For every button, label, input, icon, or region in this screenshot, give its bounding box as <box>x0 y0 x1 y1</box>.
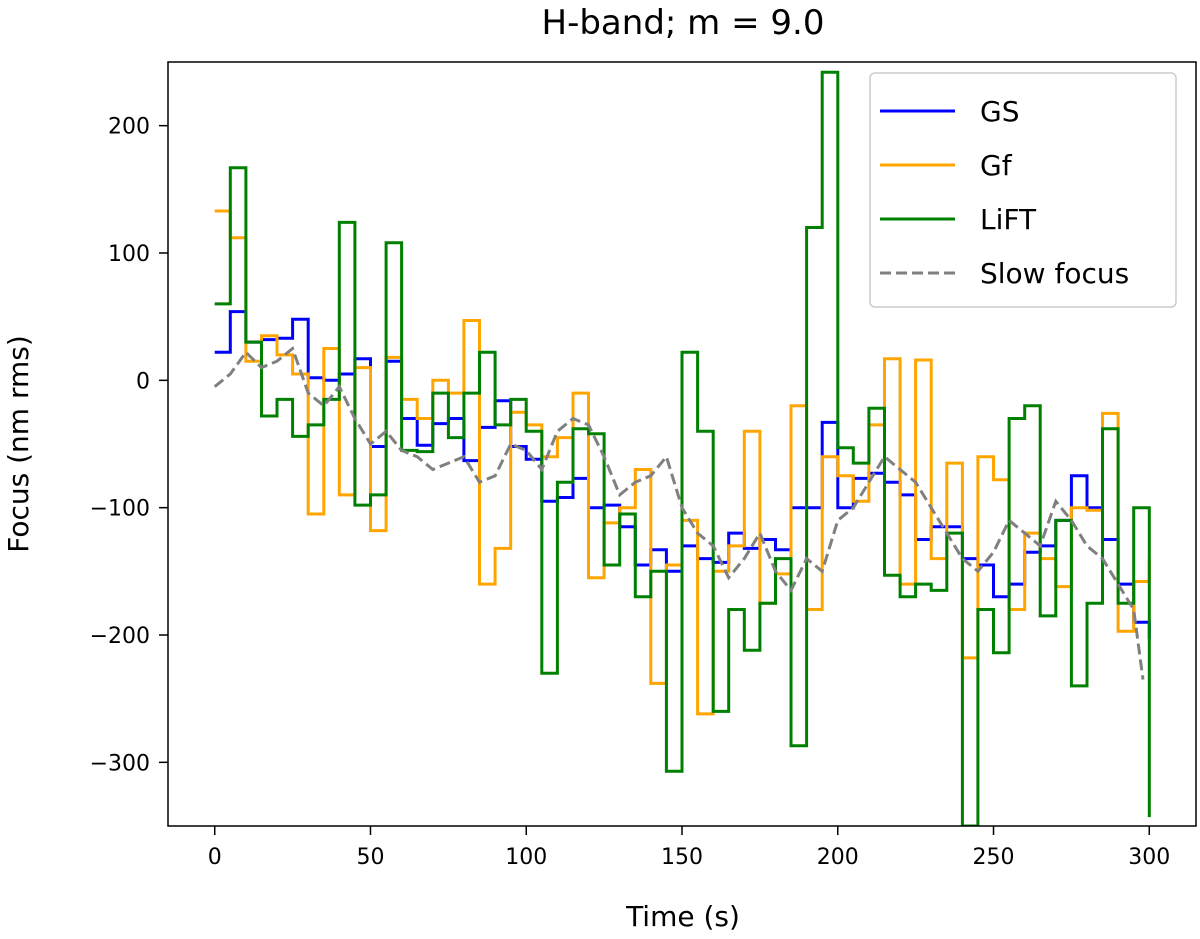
legend-label: Slow focus <box>980 257 1129 290</box>
x-tick-label: 200 <box>817 845 859 870</box>
y-tick-label: 100 <box>108 242 150 267</box>
x-tick-label: 100 <box>505 845 547 870</box>
x-axis-ticks: 0 50 100 150 200 250 300 <box>208 826 1170 870</box>
x-tick-label: 50 <box>356 845 384 870</box>
chart-title: H-band; m = 9.0 <box>542 3 825 43</box>
y-tick-label: −200 <box>90 624 150 649</box>
x-tick-label: 150 <box>661 845 703 870</box>
legend-label: GS <box>980 95 1019 128</box>
x-tick-label: 300 <box>1128 845 1170 870</box>
y-tick-label: −300 <box>90 751 150 776</box>
legend-box <box>869 72 1177 308</box>
series-layer <box>213 70 1151 826</box>
y-axis-ticks: −300 −200 −100 0 100 200 <box>90 115 168 776</box>
x-axis-label: Time (s) <box>625 900 740 933</box>
x-tick-label: 250 <box>973 845 1015 870</box>
y-tick-label: −100 <box>90 497 150 522</box>
y-tick-label: 200 <box>108 115 150 140</box>
y-axis-label: Focus (nm rms) <box>2 335 35 553</box>
x-tick-label: 0 <box>208 845 222 870</box>
legend: GS Gf LiFT Slow focus <box>869 72 1177 308</box>
legend-label: Gf <box>980 149 1013 182</box>
series-line-slow-focus <box>213 345 1145 680</box>
series-line-lift <box>214 70 1151 826</box>
y-tick-label: 0 <box>136 369 150 394</box>
legend-label: LiFT <box>980 203 1037 236</box>
